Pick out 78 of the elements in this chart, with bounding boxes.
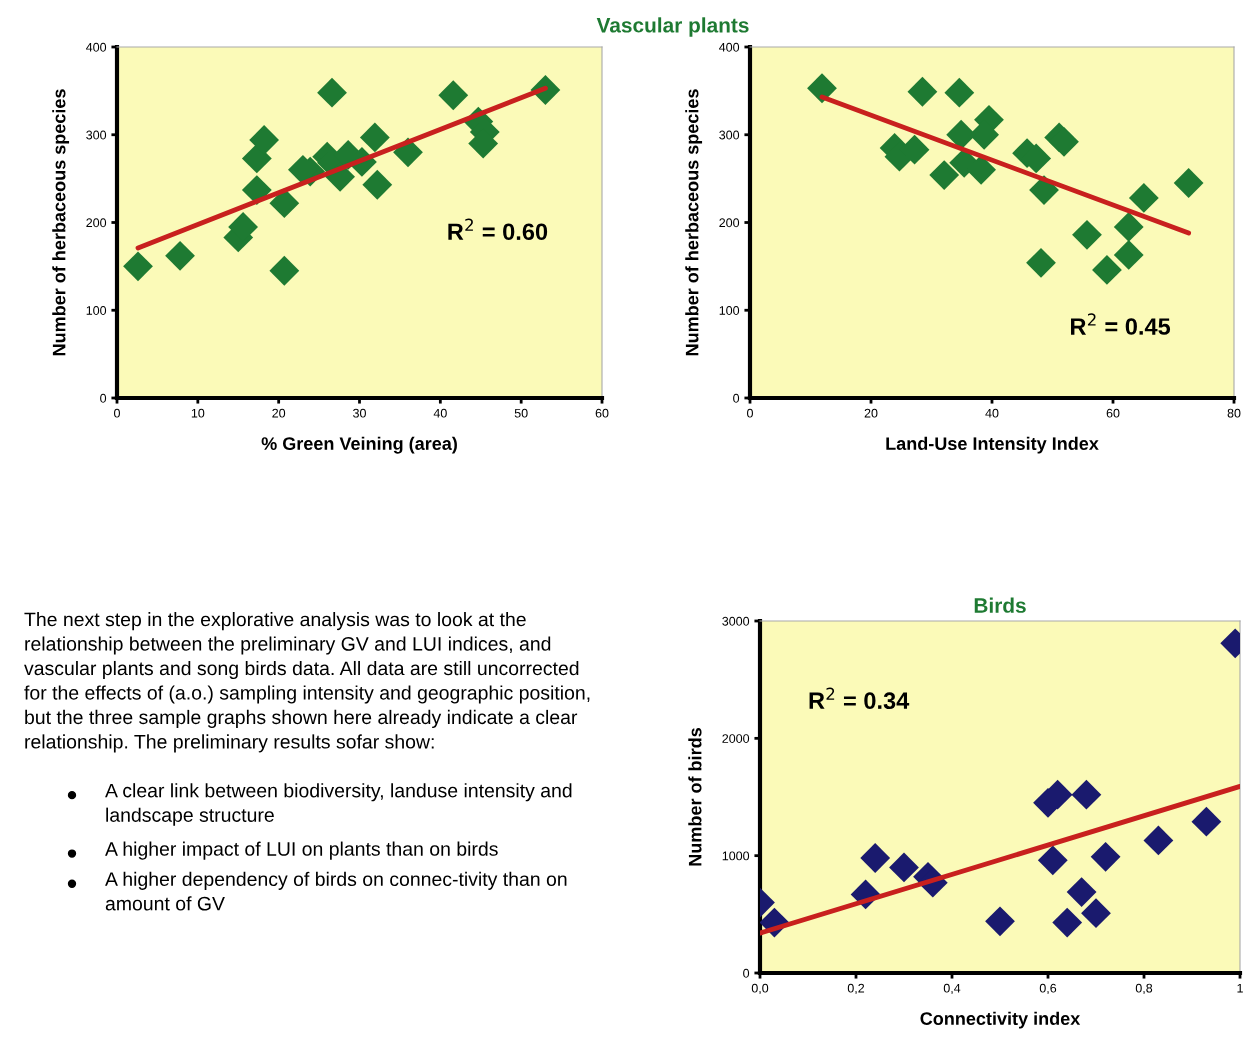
point <box>1026 247 1056 278</box>
chart-title: Birds <box>974 597 1026 613</box>
point <box>860 843 891 873</box>
point <box>1052 907 1083 938</box>
point <box>944 77 975 108</box>
point <box>123 251 153 282</box>
x-tick-label: 60 <box>1106 408 1120 418</box>
x-tick-label: 60 <box>595 408 609 418</box>
point <box>985 906 1015 937</box>
text: A higher dependency of birds on connec-tivity than on amount of GV <box>105 871 567 911</box>
x-tick-label: 40 <box>985 408 999 418</box>
y-tick-label: 100 <box>86 306 107 315</box>
y-tick-label: 400 <box>719 42 740 52</box>
y-tick-label: 200 <box>719 218 740 228</box>
point <box>269 255 300 286</box>
y-tick-label: 300 <box>86 130 107 140</box>
point <box>1090 841 1121 872</box>
x-axis-title: Connectivity index <box>920 1011 1081 1029</box>
y-tick-label: 2000 <box>722 734 750 743</box>
annotation: R$^{2}$ = 0.60 <box>448 218 548 241</box>
point <box>1128 183 1159 213</box>
x-tick-label: 10 <box>191 408 205 418</box>
x-tick-label: 80 <box>1227 408 1241 418</box>
point <box>317 77 347 108</box>
y-axis-title: Number of herbaceous species <box>52 89 70 356</box>
annotation: R$^{2}$ = 0.34 <box>809 687 910 710</box>
annotation: R$^{2}$ = 0.45 <box>1071 313 1171 335</box>
text: A higher impact of LUI on plants than on birds <box>105 841 498 860</box>
text: The next step in the explorative analysis was to look at the relationship between the preliminary GV and LUI indices, and vascular plants and song birds data. All data are still uncorrected for the effects of (a.o.) sampling intensity and geographic position, but the three sample graphs shown here already indicate a clear relationship. The preliminary results sofar show: <box>24 612 590 753</box>
point <box>1092 254 1122 285</box>
x-tick-label: 0,8 <box>1135 983 1153 995</box>
x-tick-label: 20 <box>272 408 286 418</box>
y-tick-label: 0 <box>100 393 107 403</box>
text: Vascular plants <box>596 17 749 37</box>
x-tick-label: 0 <box>114 408 120 418</box>
x-tick-label: 0,2 <box>847 983 865 995</box>
y-tick-label: 0 <box>733 393 740 403</box>
point <box>362 169 393 200</box>
point <box>438 80 469 111</box>
x-tick-label: 0,0 <box>751 983 769 995</box>
point <box>249 125 280 155</box>
x-tick-label: 50 <box>514 408 528 418</box>
y-tick-label: 100 <box>719 306 740 315</box>
x-axis-title: % Green Veining (area) <box>261 436 457 454</box>
point <box>1113 240 1144 270</box>
y-tick-label: 200 <box>86 218 107 228</box>
point <box>1113 211 1144 242</box>
point <box>1066 877 1097 907</box>
point <box>1191 806 1222 837</box>
point <box>165 240 195 271</box>
x-tick-label: 0,6 <box>1039 983 1057 995</box>
point <box>1143 825 1174 856</box>
point <box>241 143 272 174</box>
point <box>929 160 960 191</box>
point <box>889 852 919 883</box>
y-tick-label: 0 <box>743 968 750 978</box>
point <box>1071 779 1102 810</box>
point <box>1037 845 1068 876</box>
x-tick-label: 40 <box>433 408 447 418</box>
point <box>807 73 837 104</box>
y-tick-label: 400 <box>86 42 107 52</box>
x-tick-label: 0,4 <box>943 983 961 995</box>
point <box>907 76 938 107</box>
x-tick-label: 1 <box>1237 983 1243 993</box>
x-tick-label: 20 <box>864 408 878 418</box>
text: A clear link between biodiversity, landuse intensity and landscape structure <box>105 783 572 826</box>
x-tick-label: 30 <box>353 408 366 418</box>
point <box>241 175 272 205</box>
point <box>1072 219 1102 250</box>
y-axis-title: Number of birds <box>688 728 702 866</box>
point <box>359 122 390 153</box>
y-tick-label: 3000 <box>722 616 750 626</box>
y-tick-label: 1000 <box>722 851 750 861</box>
x-axis-title: Land-Use Intensity Index <box>886 436 1099 454</box>
y-tick-label: 300 <box>719 130 740 140</box>
point <box>1173 168 1204 198</box>
point <box>1081 898 1111 929</box>
y-axis-title: Number of herbaceous species <box>685 89 703 356</box>
